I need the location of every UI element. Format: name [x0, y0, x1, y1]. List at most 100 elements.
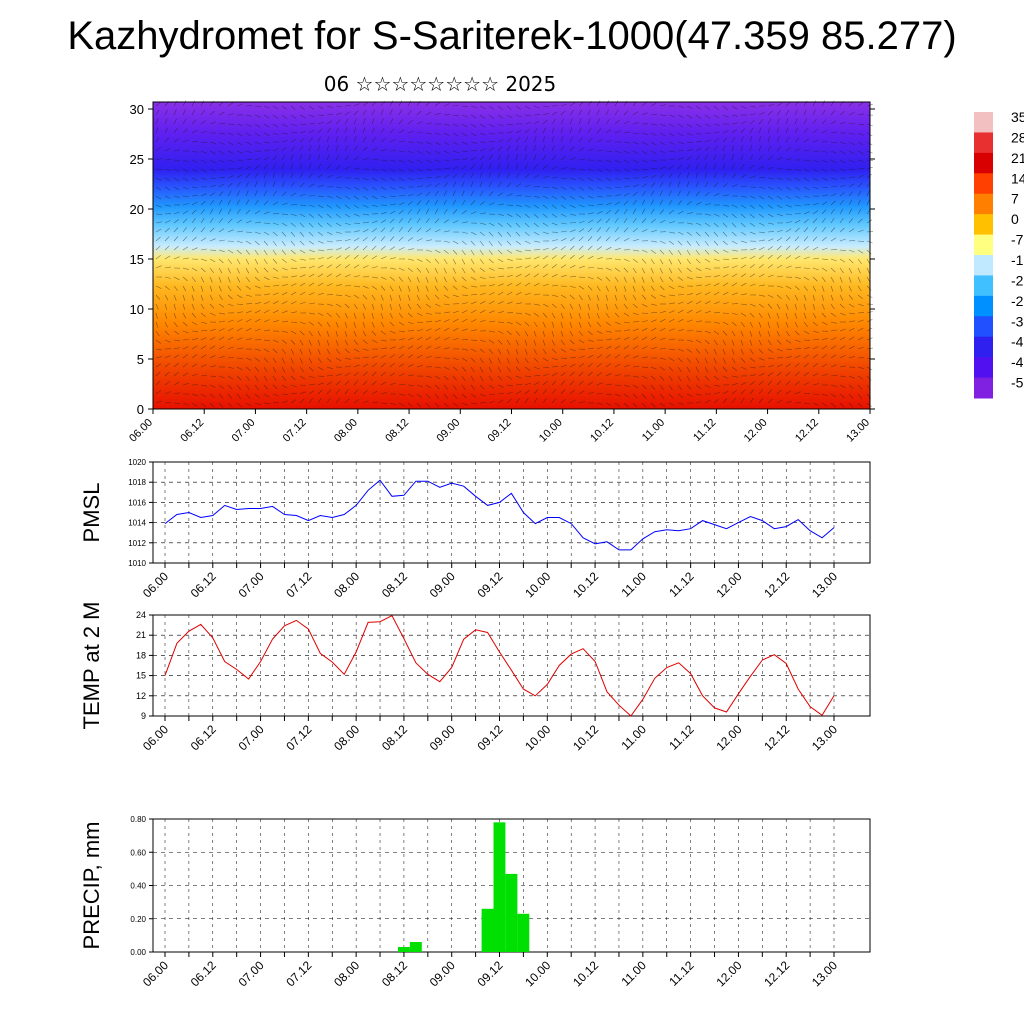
wind-barb — [317, 195, 324, 198]
wind-barb — [425, 345, 432, 350]
wind-barb — [767, 177, 775, 179]
wind-barb — [533, 321, 538, 328]
wind-barb — [164, 177, 171, 182]
wind-barb — [515, 339, 519, 346]
wind-barb — [155, 294, 161, 300]
wind-barb — [335, 145, 339, 152]
wind-barb — [569, 146, 575, 152]
wind-barb — [650, 150, 657, 154]
wind-barb — [209, 345, 216, 350]
wind-barb — [344, 118, 349, 125]
x-tick-label: 09.00 — [427, 569, 458, 600]
wind-barb — [515, 375, 522, 379]
wind-barb — [587, 391, 594, 395]
wind-barb — [308, 231, 314, 237]
wind-barb — [398, 402, 405, 407]
wind-barb — [668, 199, 673, 206]
wind-barb — [182, 218, 188, 224]
wind-barb — [569, 389, 575, 395]
wind-barb — [596, 294, 600, 301]
wind-barb — [785, 195, 792, 200]
x-tick-label: 07.00 — [236, 569, 267, 600]
wind-barb — [299, 240, 305, 246]
wind-barb — [821, 294, 825, 301]
wind-barb — [479, 190, 484, 197]
wind-barb — [200, 141, 208, 143]
wind-barb — [857, 229, 864, 233]
wind-barb — [758, 312, 763, 319]
wind-barb — [515, 273, 522, 278]
x-tick-label: 06.12 — [188, 958, 219, 989]
wind-barb — [155, 312, 158, 319]
wind-barb — [398, 109, 403, 116]
wind-barb — [767, 110, 773, 116]
wind-barb — [848, 159, 855, 163]
wind-barb — [506, 330, 512, 336]
wind-barb — [371, 109, 375, 116]
wind-barb — [173, 195, 180, 198]
wind-barb — [785, 303, 789, 310]
wind-barb — [425, 321, 433, 323]
wind-barb — [749, 366, 756, 369]
wind-barb — [821, 186, 828, 189]
series-line — [164, 479, 835, 551]
wind-barb — [857, 249, 864, 254]
wind-barb — [560, 195, 567, 200]
wind-barb — [578, 303, 582, 310]
wind-barb — [380, 245, 386, 251]
wind-barb — [452, 199, 456, 206]
wind-barb — [569, 400, 576, 404]
wind-barb — [308, 222, 314, 228]
wind-barb — [560, 294, 567, 299]
wind-barb — [857, 285, 862, 292]
wind-barb — [839, 336, 846, 341]
wind-barb — [839, 141, 846, 145]
wind-barb — [596, 227, 602, 233]
wind-barb — [758, 273, 765, 278]
wind-barb — [398, 168, 405, 173]
wind-barb — [596, 285, 601, 292]
wind-barb — [794, 285, 800, 291]
wind-barb — [641, 258, 647, 264]
wind-barb — [182, 246, 189, 251]
wind-barb — [407, 248, 414, 251]
wind-barb — [461, 199, 466, 206]
wind-barb — [173, 219, 179, 224]
x-tick-label: 08.00 — [332, 417, 360, 445]
wind-barb — [434, 375, 441, 380]
wind-barb — [236, 303, 244, 305]
wind-barb — [587, 312, 591, 319]
wind-barb — [479, 212, 486, 215]
wind-barb — [335, 105, 343, 107]
wind-barb — [497, 301, 504, 305]
wind-barb — [353, 380, 359, 386]
wind-barb — [227, 123, 235, 125]
wind-barb — [443, 366, 450, 370]
wind-barb — [353, 254, 359, 260]
wind-barb — [857, 240, 865, 242]
wind-barb — [740, 231, 747, 236]
wind-barb — [713, 231, 719, 237]
wind-barb — [578, 380, 584, 386]
wind-barb — [164, 381, 170, 386]
wind-barb — [722, 154, 725, 161]
wind-barb — [173, 303, 176, 310]
wind-barb — [398, 140, 405, 143]
wind-barb — [344, 213, 351, 218]
wind-barb — [686, 384, 692, 390]
wind-barb — [524, 312, 531, 316]
wind-barb — [326, 222, 332, 227]
wind-barb — [416, 345, 423, 350]
wind-barb — [155, 157, 162, 161]
wind-barb — [596, 186, 603, 190]
wind-barb — [272, 300, 279, 305]
wind-barb — [236, 393, 242, 399]
wind-barb — [299, 222, 305, 228]
wind-barb — [650, 303, 657, 306]
wind-barb — [560, 380, 566, 386]
wind-barb — [704, 276, 712, 278]
wind-barb — [722, 282, 729, 287]
wind-barb — [677, 249, 682, 256]
wind-barb — [551, 372, 558, 377]
wind-barb — [227, 240, 235, 242]
